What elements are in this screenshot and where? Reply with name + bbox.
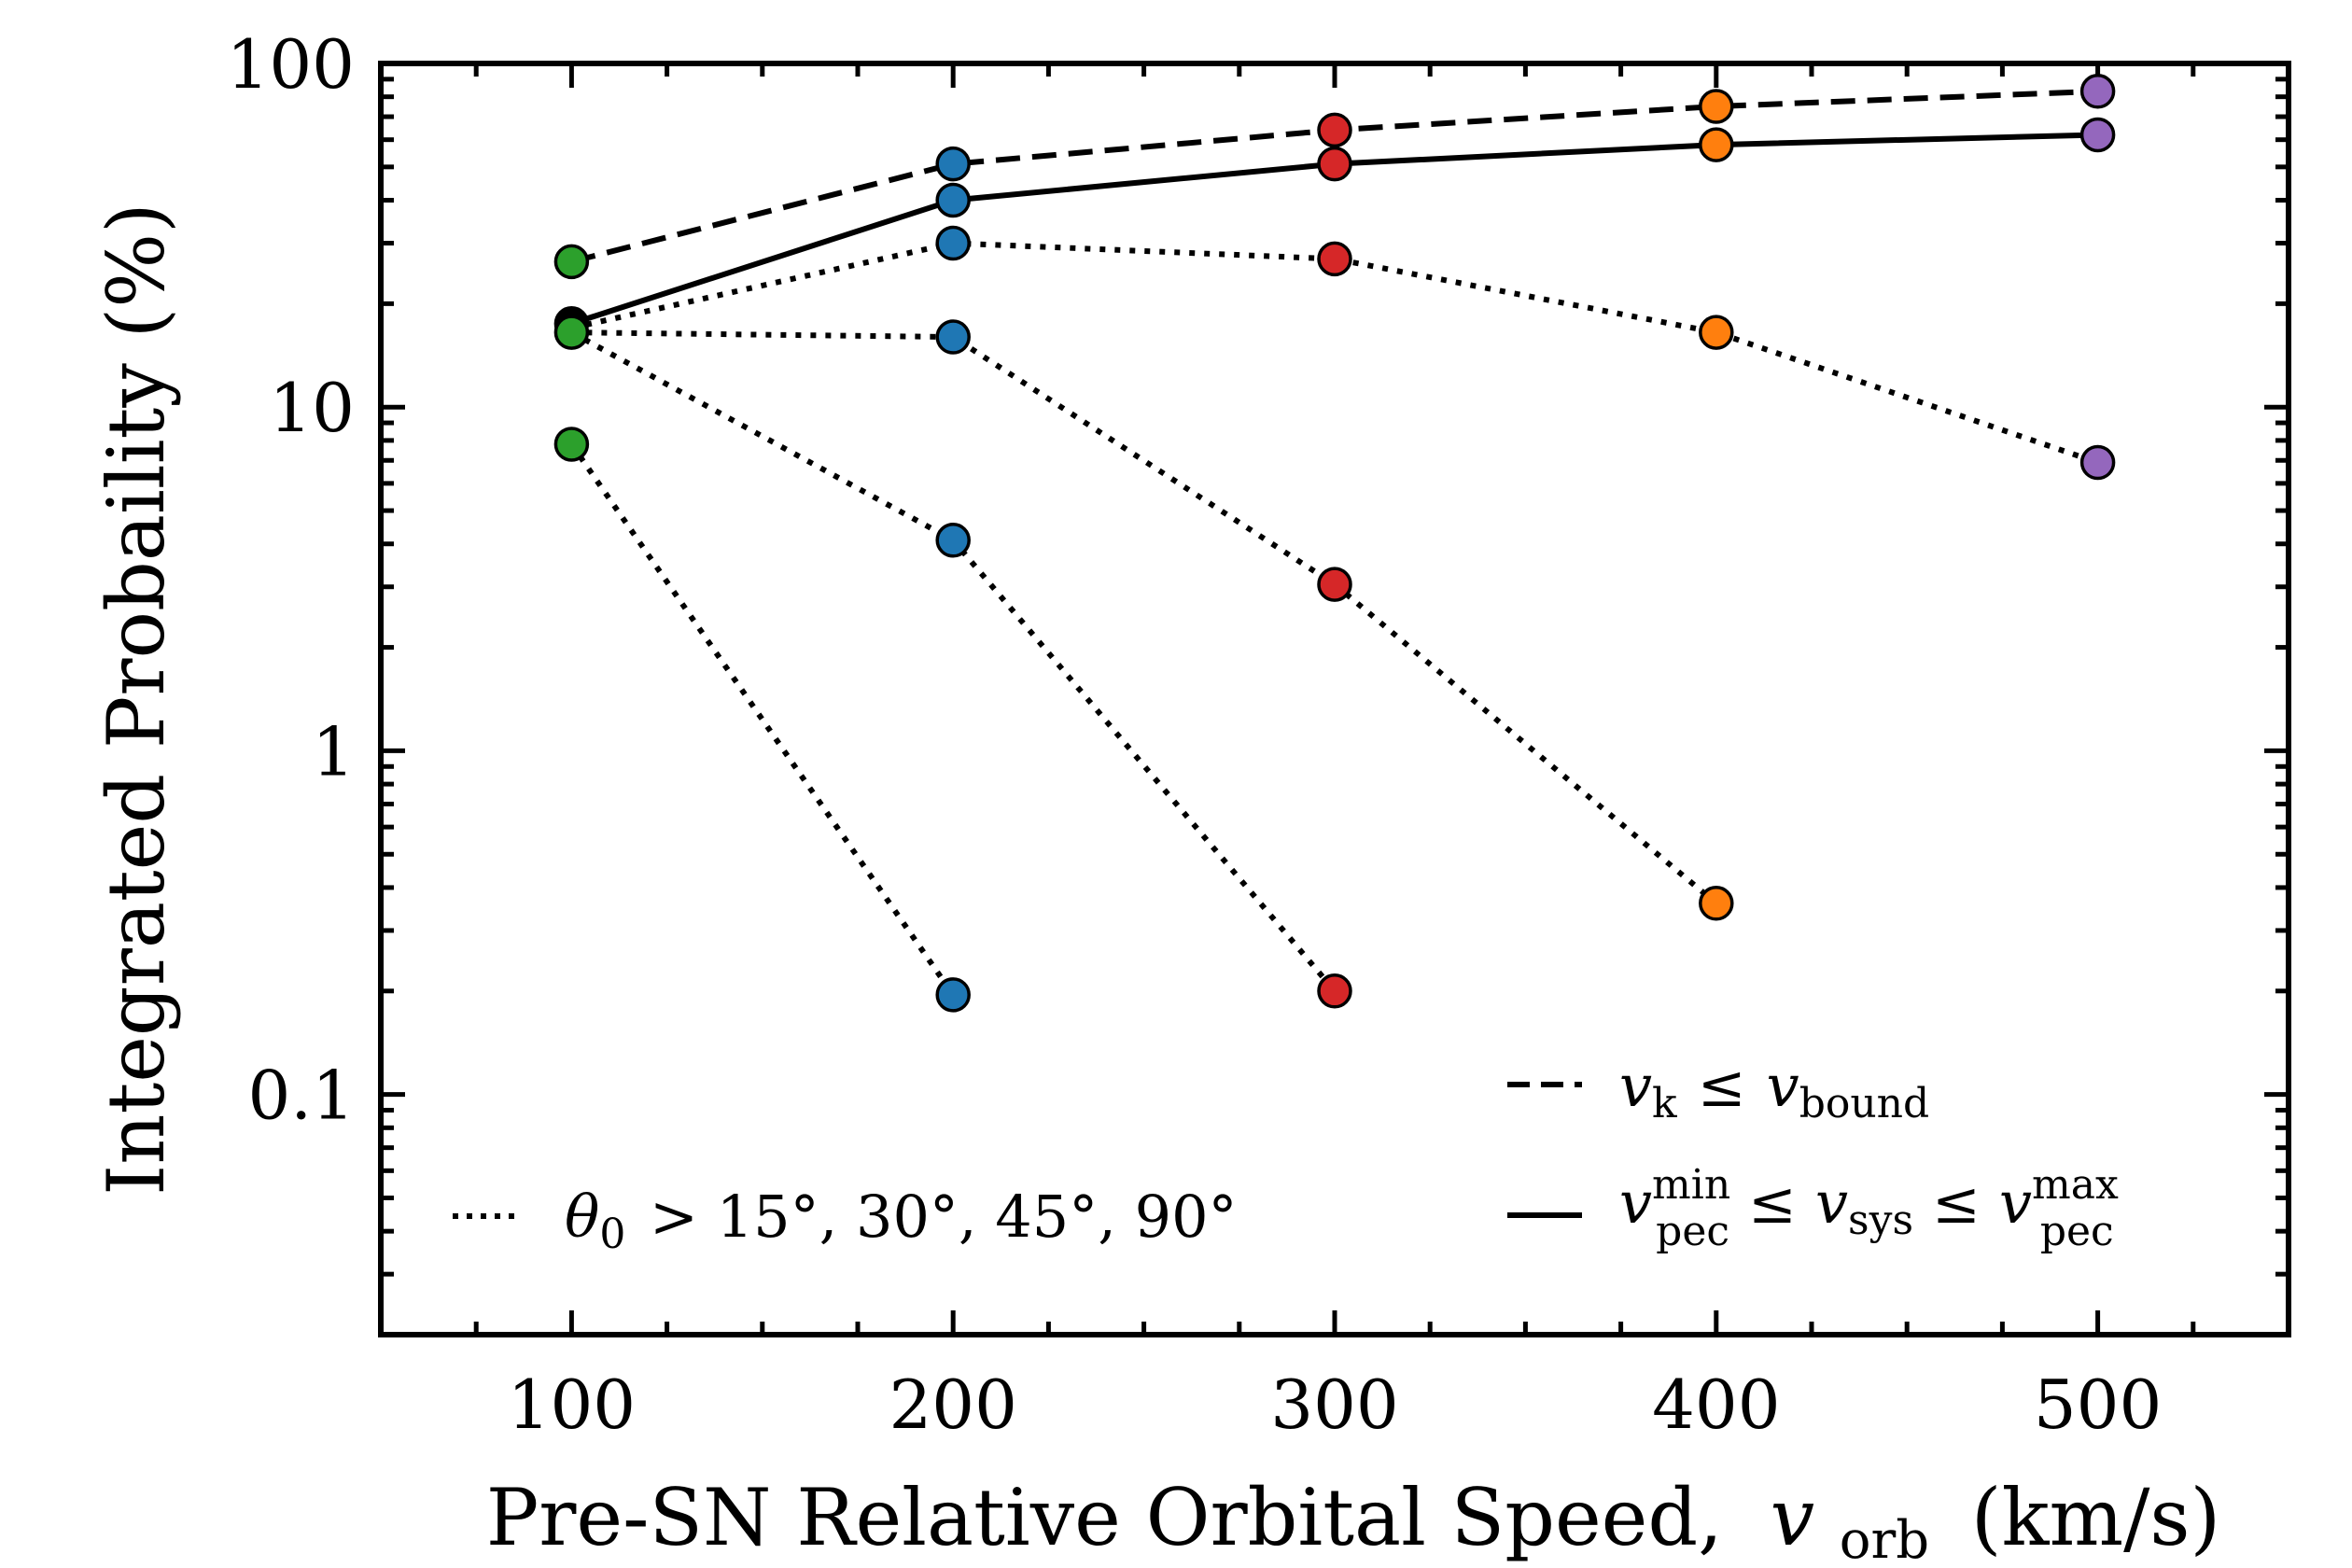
data-point xyxy=(935,225,971,261)
data-point xyxy=(935,182,971,218)
data-point xyxy=(1699,886,1734,921)
series-points xyxy=(553,74,2116,1013)
data-point xyxy=(553,427,590,462)
data-point xyxy=(1699,315,1734,350)
y-tick-label: 0.1 xyxy=(247,1057,355,1135)
x-tick-label: 500 xyxy=(2034,1365,2162,1444)
x-axis-label-sub: orb xyxy=(1840,1510,1929,1568)
data-point xyxy=(935,146,971,182)
plot-frame xyxy=(378,61,2291,1337)
data-point xyxy=(553,244,590,280)
x-axis-label: Pre-SN Relative Orbital Speed, v orb (km… xyxy=(486,1472,2221,1568)
x-axis-label-main: Pre-SN Relative Orbital Speed, xyxy=(486,1472,1723,1563)
y-tick-label: 1 xyxy=(312,712,355,791)
data-point xyxy=(935,319,971,355)
y-tick-label: 10 xyxy=(269,369,355,447)
data-point xyxy=(2079,74,2116,109)
data-point xyxy=(935,977,971,1013)
series-line-dotted xyxy=(569,329,1337,993)
data-point xyxy=(935,523,971,558)
data-point xyxy=(1317,112,1352,148)
data-point xyxy=(1317,241,1352,277)
y-tick-label: 100 xyxy=(227,25,355,104)
data-point xyxy=(553,315,590,350)
x-tick-label: 300 xyxy=(1270,1365,1398,1444)
series-line-dotted xyxy=(568,442,956,997)
data-point xyxy=(2079,117,2116,153)
x-axis-label-unit: (km/s) xyxy=(1971,1472,2221,1563)
x-tick-label: 100 xyxy=(508,1365,636,1444)
y-axis-label: Integrated Probaility (%) xyxy=(91,203,182,1196)
legend-dotted-label: θ0 > 15°, 30°, 45°, 90° xyxy=(565,1183,1238,1258)
legend-dashed-label: vk ≤ vbound xyxy=(1619,1052,1929,1127)
x-tick-label: 200 xyxy=(889,1365,1016,1444)
data-point xyxy=(1317,146,1352,182)
x-tick-label: 400 xyxy=(1652,1365,1780,1444)
data-point xyxy=(1317,973,1352,1009)
legend: vk ≤ vbound vmin pec ≤ vsys ≤ vmax pec θ0 > 15°,… xyxy=(453,1052,2119,1258)
legend-solid-label: vmin pec ≤ vsys ≤ vmax pec xyxy=(1619,1161,2119,1255)
axis-tick-labels: 100 200 300 400 500 0.1 1 10 100 xyxy=(227,25,2163,1444)
x-axis-label-var: v xyxy=(1771,1472,1814,1563)
data-point xyxy=(1699,89,1734,124)
series-lines xyxy=(568,88,2099,997)
data-point xyxy=(2079,444,2116,481)
data-point xyxy=(1317,567,1352,602)
data-point xyxy=(1699,127,1734,162)
series-line-dotted xyxy=(571,329,1718,906)
